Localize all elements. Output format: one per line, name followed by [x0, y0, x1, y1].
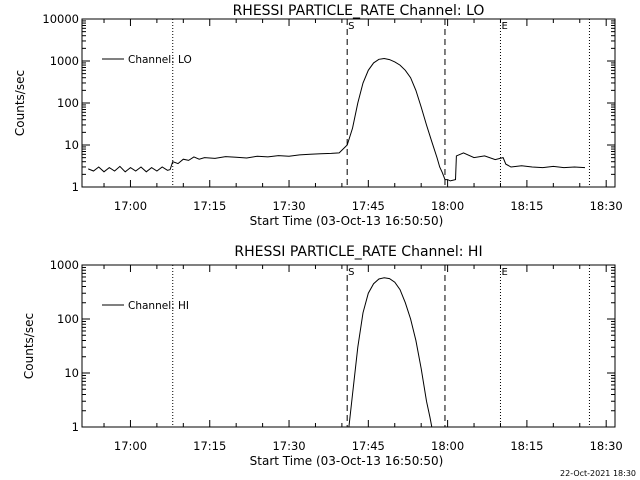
footer-timestamp: 22-Oct-2021 18:30: [560, 469, 636, 478]
plot-frame: [81, 18, 616, 188]
event-marker-label-e: E: [501, 267, 507, 278]
x-axis-label: Start Time (03-Oct-13 16:50:50): [250, 214, 444, 228]
chart-panel-0: RHESSI PARTICLE_RATE Channel: LO S E 17:00 1…: [13, 3, 623, 228]
series-line-0: [348, 277, 433, 428]
x-tick-label: 17:15: [193, 199, 226, 213]
chart-title: RHESSI PARTICLE_RATE Channel: LO: [233, 3, 485, 19]
y-tick-label: 10: [64, 138, 79, 152]
x-tick-label: 17:00: [114, 439, 147, 453]
x-tick-label: 17:15: [193, 439, 226, 453]
x-tick-label: 17:45: [352, 439, 385, 453]
x-axis-label: Start Time (03-Oct-13 16:50:50): [250, 454, 444, 468]
x-tick-label: 18:30: [590, 439, 623, 453]
x-tick-label: 18:15: [510, 199, 543, 213]
legend-label: Channel: HI: [128, 300, 189, 312]
x-tick-label: 17:30: [272, 199, 305, 213]
y-axis-label: Counts/sec: [13, 70, 27, 136]
chart-title: RHESSI PARTICLE_RATE Channel: HI: [234, 244, 482, 260]
x-tick-label: 18:30: [590, 199, 623, 213]
series-line-0: [88, 57, 586, 182]
y-axis-label: Counts/sec: [22, 313, 36, 379]
event-marker-label-s: S: [348, 21, 354, 32]
plot-frame: [81, 264, 616, 428]
y-tick-label: 1: [72, 180, 79, 194]
event-marker-label-s: S: [348, 267, 354, 278]
y-tick-label: 10: [64, 366, 79, 380]
y-tick-label: 1000: [50, 258, 79, 272]
legend-label: Channel: LO: [128, 54, 192, 66]
x-tick-label: 17:30: [272, 439, 305, 453]
x-tick-label: 17:00: [114, 199, 147, 213]
y-tick-label: 100: [57, 96, 79, 110]
y-tick-label: 1000: [50, 54, 79, 68]
y-tick-label: 10000: [42, 12, 79, 26]
y-tick-label: 100: [57, 312, 79, 326]
x-tick-label: 17:45: [352, 199, 385, 213]
event-marker-label-e: E: [501, 21, 507, 32]
y-tick-label: 1: [72, 420, 79, 434]
chart-panel-1: RHESSI PARTICLE_RATE Channel: HI S E 17:00 1…: [22, 244, 623, 468]
x-tick-label: 18:15: [510, 439, 543, 453]
x-tick-label: 18:00: [431, 199, 464, 213]
x-tick-label: 18:00: [431, 439, 464, 453]
